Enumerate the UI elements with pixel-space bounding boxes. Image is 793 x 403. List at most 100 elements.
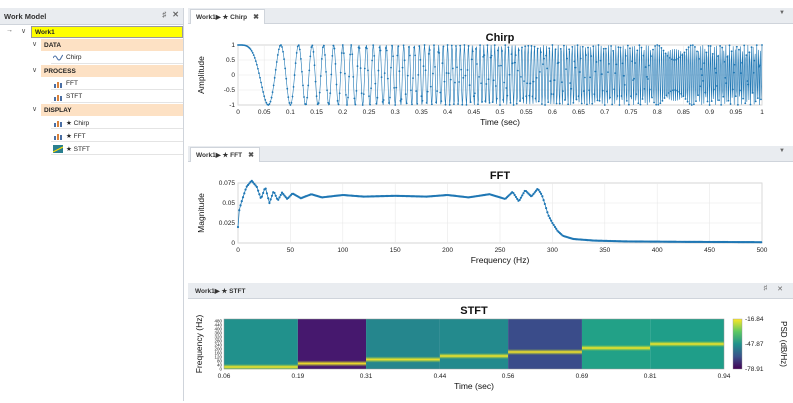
work-model-panel: Work Model ♯ ✕ → ∨ Work1 ∨ DATA Chirp ∨ PROCESS… — [0, 8, 184, 401]
chirp-point — [698, 58, 701, 60]
fft-chart[interactable]: 0 50 100 150 200 250 300 350 400 450 500 0.075 0.05 0… — [188, 162, 793, 280]
tree-root-work1[interactable]: Work1 — [31, 26, 183, 38]
chirp-point — [454, 81, 456, 84]
chirp-point — [640, 46, 643, 49]
chirp-point — [317, 102, 320, 104]
chirp-point — [730, 50, 733, 53]
chirp-point — [660, 46, 663, 49]
chirp-point — [707, 45, 710, 47]
chirp-point — [679, 56, 682, 59]
chirp-plot-area: 0 0.05 0.1 0.15 0.2 0.25 0.3 0.35 0.4 0.45 0.5 0.55… — [188, 24, 793, 142]
tab-fft[interactable]: Work1▶ ★ FFT ✖ — [190, 147, 260, 162]
chirp-point — [376, 96, 379, 99]
chirp-point — [611, 103, 614, 106]
tree-item-label: Chirp — [66, 54, 82, 61]
spectrogram-icon — [52, 144, 64, 153]
chirp-point — [650, 55, 652, 58]
chirp-point — [531, 95, 534, 98]
close-icon[interactable]: ✕ — [172, 10, 179, 19]
chirp-point — [647, 64, 650, 67]
fft-y-tick: 0.075 — [219, 180, 236, 187]
chirp-point — [355, 89, 358, 92]
chirp-point — [585, 54, 587, 56]
fft-point — [760, 241, 763, 244]
chirp-point — [458, 81, 461, 83]
pin-icon[interactable]: ♯ — [162, 10, 167, 19]
chirp-point — [391, 44, 393, 47]
chirp-point — [340, 52, 343, 54]
fft-x-tick: 450 — [704, 247, 715, 254]
chirp-point — [441, 62, 444, 64]
chirp-point — [697, 94, 699, 97]
chirp-point — [749, 103, 752, 106]
chirp-point — [252, 54, 255, 57]
chirp-point — [276, 54, 279, 56]
tree-item[interactable]: FFT — [51, 78, 183, 90]
chirp-point — [646, 78, 649, 80]
fft-point — [236, 225, 240, 229]
chirp-point — [613, 88, 616, 91]
chirp-point — [407, 46, 410, 48]
chirp-point — [643, 87, 646, 90]
expand-arrow-icon[interactable]: ∨ — [32, 67, 38, 74]
chirp-point — [717, 55, 719, 58]
chirp-point — [484, 100, 487, 102]
tree-item[interactable]: ★ STFT — [51, 143, 183, 155]
tree-category-display[interactable]: DISPLAY — [41, 104, 183, 116]
expand-arrow-icon[interactable]: ∨ — [32, 41, 38, 48]
chirp-point — [268, 103, 271, 105]
tree-category-process-label: PROCESS — [44, 67, 76, 75]
chirp-point — [501, 50, 503, 52]
chirp-chart[interactable]: 0 0.05 0.1 0.15 0.2 0.25 0.3 0.35 0.4 0.45 0.5 0.55… — [188, 24, 793, 142]
close-icon[interactable]: ✖ — [253, 14, 260, 21]
chirp-point — [513, 61, 516, 64]
chirp-point — [684, 98, 687, 100]
fft-point — [244, 188, 247, 191]
chirp-x-tick: 0.1 — [286, 109, 295, 116]
expand-arrow-icon[interactable]: ∨ — [21, 28, 27, 35]
fft-point — [551, 221, 554, 225]
chirp-point — [644, 66, 647, 68]
chirp-point — [575, 98, 578, 101]
chirp-point — [634, 62, 637, 64]
stft-y-tick: 400 — [214, 327, 222, 332]
close-icon[interactable]: ✕ — [777, 286, 783, 293]
fft-point — [512, 191, 515, 195]
pin-icon[interactable]: ♯ — [763, 285, 768, 292]
fft-point — [532, 192, 535, 196]
expand-arrow-icon[interactable]: ∨ — [32, 106, 38, 113]
tree-category-data[interactable]: DATA — [41, 39, 183, 51]
chirp-point — [706, 100, 709, 103]
chirp-point — [255, 63, 258, 66]
fft-point — [254, 184, 257, 187]
chirp-point — [356, 65, 359, 68]
tree-item[interactable]: Chirp — [51, 52, 183, 64]
chirp-point — [625, 99, 628, 102]
tree-category-process[interactable]: PROCESS — [41, 65, 183, 77]
chirp-y-tick: -1 — [229, 102, 235, 109]
fft-point — [543, 202, 546, 206]
chevron-down-icon[interactable]: ▼ — [779, 10, 785, 16]
tree-item[interactable]: STFT — [51, 91, 183, 103]
chirp-point — [526, 82, 529, 85]
chirp-point — [426, 90, 429, 93]
chirp-point — [520, 75, 522, 78]
tree-item[interactable]: ★ FFT — [51, 130, 183, 142]
tree-item[interactable]: ★ Chirp — [51, 117, 183, 129]
fft-title: FFT — [490, 170, 510, 182]
chirp-point — [469, 101, 472, 104]
chirp-point — [344, 72, 346, 75]
tab-stft[interactable]: Work1▶ ★ STFT — [190, 284, 250, 298]
chirp-point — [287, 96, 290, 99]
chirp-point — [434, 65, 436, 68]
chirp-point — [670, 58, 673, 61]
chirp-point — [533, 45, 536, 48]
chirp-point — [258, 72, 260, 75]
close-icon[interactable]: ✖ — [248, 152, 254, 159]
fft-point — [274, 194, 277, 197]
tab-chirp[interactable]: Work1▶ ★ Chirp ✖ — [190, 9, 266, 24]
chirp-point — [554, 48, 557, 51]
chevron-down-icon[interactable]: ▼ — [779, 148, 785, 154]
stft-colorbar-label: PSD (dB/Hz) — [779, 321, 788, 367]
